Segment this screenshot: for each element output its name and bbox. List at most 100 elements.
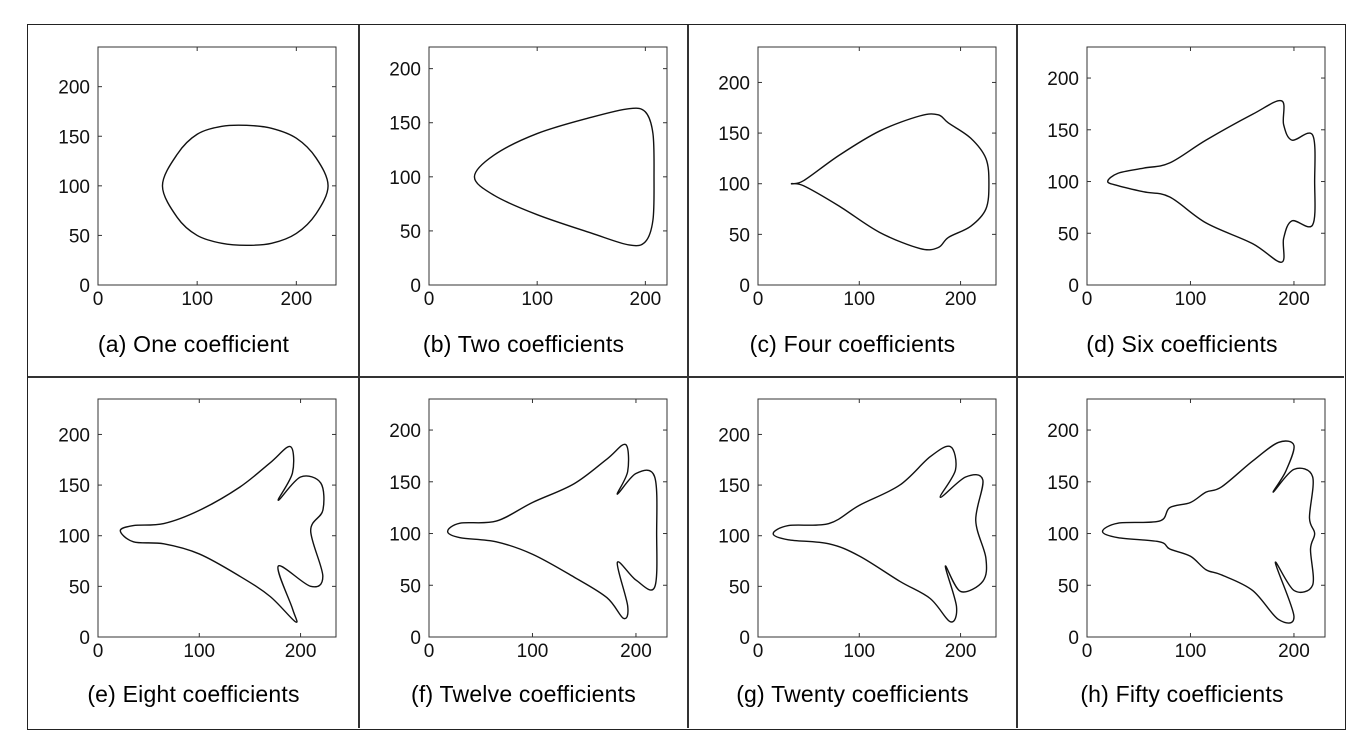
plot-svg: 0 100 200 0 50 100 150 200 <box>58 398 337 662</box>
plot-frame <box>97 398 337 638</box>
plot-frame <box>1086 398 1326 638</box>
x-tick-label: 200 <box>945 289 977 310</box>
y-tick-label: 150 <box>1047 121 1079 142</box>
plot-frame <box>757 46 997 286</box>
y-tick-label: 200 <box>389 421 421 442</box>
y-tick-label: 0 <box>1068 628 1079 649</box>
plot-frame <box>757 398 997 638</box>
x-tick-label: 100 <box>843 289 875 310</box>
y-tick-label: 100 <box>389 168 421 189</box>
y-tick-label: 150 <box>718 476 750 497</box>
panel-h: 0 100 200 0 50 100 150 200 (h) Fifty coefficient… <box>1017 377 1347 731</box>
panel-a: 0 100 200 0 50 100 150 200 (a) One coefficient <box>28 25 359 377</box>
x-tick-label: 100 <box>183 641 215 662</box>
x-tick-label: 200 <box>945 641 977 662</box>
panel-f: 0 100 200 0 50 100 150 200 (f) Twelve coefficien… <box>359 377 688 731</box>
contour-line <box>1107 99 1316 263</box>
x-tick-label: 0 <box>1082 641 1093 662</box>
panel-g: 0 100 200 0 50 100 150 200 (g) Twenty coefficien… <box>688 377 1017 731</box>
contour-line <box>161 124 329 247</box>
y-tick-label: 100 <box>1047 525 1079 546</box>
panel-caption: (g) Twenty coefficients <box>736 681 969 707</box>
y-tick-label: 150 <box>389 114 421 135</box>
y-tick-label: 50 <box>1058 224 1079 245</box>
y-tick-label: 150 <box>58 127 90 148</box>
y-tick-label: 0 <box>1068 276 1079 297</box>
panel-caption: (a) One coefficient <box>97 331 290 357</box>
y-tick-label: 0 <box>410 276 421 297</box>
contour-line <box>1101 440 1316 624</box>
y-tick-label: 100 <box>58 177 90 198</box>
panel-divider-horizontal <box>28 376 1344 378</box>
y-tick-label: 50 <box>400 222 421 243</box>
y-tick-label: 0 <box>410 628 421 649</box>
y-tick-label: 50 <box>69 226 90 247</box>
plot-svg: 0 100 200 0 50 100 150 200 <box>389 46 668 310</box>
plot-svg: 0 100 200 0 50 100 150 200 <box>1047 46 1326 310</box>
contour-line <box>119 445 325 623</box>
x-tick-label: 200 <box>1278 641 1310 662</box>
plot-frame <box>97 46 337 286</box>
panel-caption: (e) Eight coefficients <box>87 681 300 707</box>
y-tick-label: 100 <box>1047 173 1079 194</box>
y-tick-label: 200 <box>718 425 750 446</box>
plot-frame <box>428 46 668 286</box>
x-tick-label: 0 <box>1082 289 1093 310</box>
x-tick-label: 0 <box>753 289 764 310</box>
panel-caption: (c) Four coefficients <box>749 331 956 357</box>
x-tick-label: 0 <box>93 641 104 662</box>
y-tick-label: 200 <box>718 73 750 94</box>
y-tick-label: 200 <box>58 425 90 446</box>
plot-svg: 0 100 200 0 50 100 150 200 <box>718 46 997 310</box>
y-tick-label: 150 <box>1047 473 1079 494</box>
y-tick-label: 0 <box>739 628 750 649</box>
x-tick-label: 100 <box>1175 641 1207 662</box>
x-tick-label: 0 <box>753 641 764 662</box>
y-tick-label: 0 <box>739 276 750 297</box>
y-tick-label: 200 <box>389 60 421 81</box>
plot-svg: 0 100 200 0 50 100 150 200 <box>1047 398 1326 662</box>
plot-svg: 0 100 200 0 50 100 150 200 <box>58 46 337 310</box>
contour-line <box>772 445 988 623</box>
contour-line <box>790 113 990 251</box>
panel-caption: (d) Six coefficients <box>1086 331 1278 357</box>
x-tick-label: 200 <box>280 289 312 310</box>
y-tick-label: 150 <box>718 124 750 145</box>
y-tick-label: 150 <box>58 476 90 497</box>
y-tick-label: 100 <box>389 525 421 546</box>
contour-line <box>473 107 655 247</box>
y-tick-label: 100 <box>58 527 90 548</box>
y-tick-label: 50 <box>400 576 421 597</box>
y-tick-label: 100 <box>718 175 750 196</box>
plot-svg: 0 100 200 0 50 100 150 200 <box>389 398 668 662</box>
y-tick-label: 200 <box>1047 69 1079 90</box>
panel-d: 0 100 200 0 50 100 150 200 (d) Six coefficients <box>1017 25 1347 377</box>
x-tick-label: 100 <box>517 641 549 662</box>
y-tick-label: 200 <box>1047 421 1079 442</box>
x-tick-label: 100 <box>843 641 875 662</box>
y-tick-label: 50 <box>69 577 90 598</box>
x-tick-label: 200 <box>620 641 652 662</box>
y-tick-label: 50 <box>729 225 750 246</box>
x-tick-label: 100 <box>521 289 553 310</box>
x-tick-label: 0 <box>424 641 435 662</box>
contour-line <box>446 443 658 620</box>
y-tick-label: 150 <box>389 473 421 494</box>
x-tick-label: 100 <box>181 289 213 310</box>
panel-caption: (f) Twelve coefficients <box>411 681 636 707</box>
y-tick-label: 50 <box>729 577 750 598</box>
y-tick-label: 0 <box>79 628 90 649</box>
x-tick-label: 200 <box>630 289 662 310</box>
y-tick-label: 0 <box>79 276 90 297</box>
x-tick-label: 200 <box>285 641 317 662</box>
y-tick-label: 200 <box>58 78 90 99</box>
y-tick-label: 100 <box>718 527 750 548</box>
plot-svg: 0 100 200 0 50 100 150 200 <box>718 398 997 662</box>
plot-frame <box>428 398 668 638</box>
y-tick-label: 50 <box>1058 576 1079 597</box>
x-tick-label: 0 <box>424 289 435 310</box>
panel-caption: (b) Two coefficients <box>422 331 625 357</box>
x-tick-label: 200 <box>1278 289 1310 310</box>
x-tick-label: 0 <box>93 289 104 310</box>
